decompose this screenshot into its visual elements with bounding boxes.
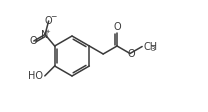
Text: O: O (127, 48, 135, 58)
Text: −: − (50, 12, 56, 22)
Text: O: O (30, 36, 38, 46)
Text: 3: 3 (151, 45, 155, 52)
Text: CH: CH (143, 42, 157, 52)
Text: N: N (41, 29, 49, 40)
Text: O: O (45, 16, 52, 26)
Text: +: + (46, 29, 51, 34)
Text: O: O (113, 22, 121, 32)
Text: HO: HO (28, 71, 43, 81)
